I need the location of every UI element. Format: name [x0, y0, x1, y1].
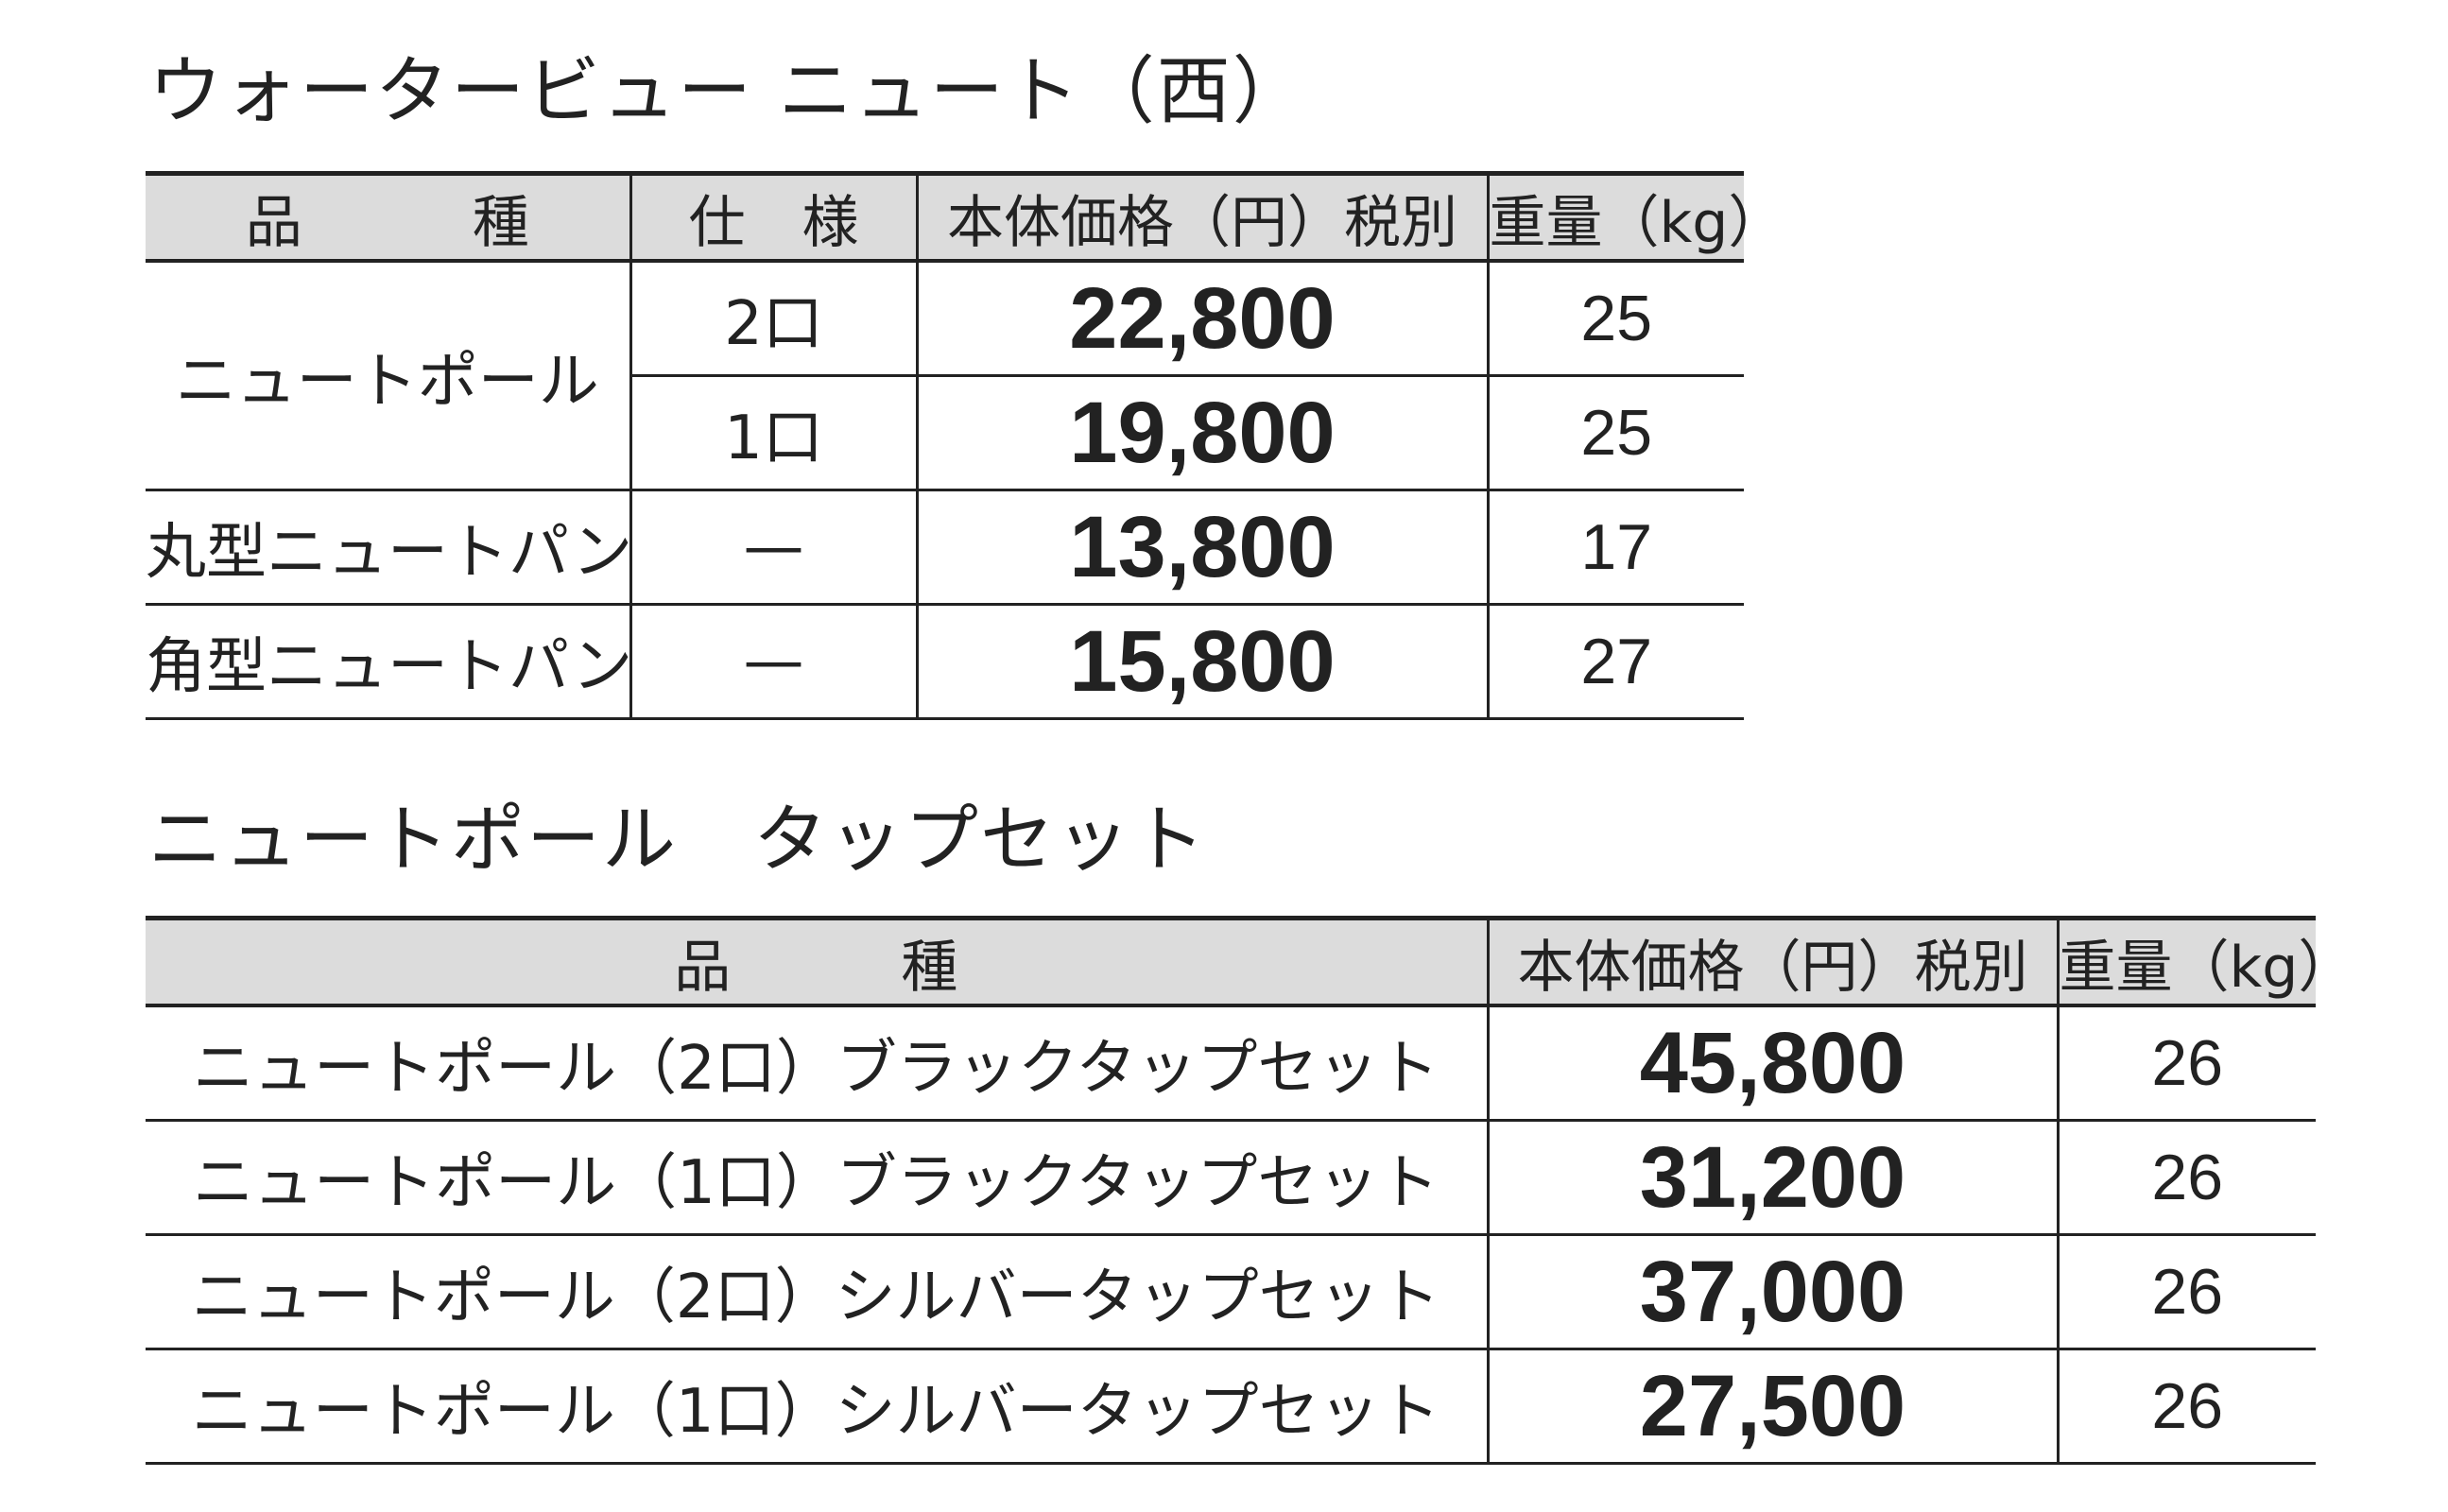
spec-cell: 2口: [629, 261, 917, 377]
price-table: 品 種仕 様本体価格（円）税別 重量（kg） ニュートポール 2口 22,800 25 1口…: [146, 171, 1784, 720]
product-cell: ニュートポール（1口）ブラックタップセット: [146, 1120, 1488, 1236]
weight-cell: 26: [2056, 1349, 2316, 1465]
price-cell: 37,000: [1486, 1234, 2058, 1350]
header-cell: 本体価格（円）税別: [915, 171, 1488, 263]
data-row: ニュートポール（1口）シルバータップセット 27,500 26: [146, 1349, 2316, 1465]
data-row: 1口 19,800 25: [146, 375, 1744, 491]
data-row: ニュートポール（1口）ブラックタップセット 31,200 26: [146, 1120, 2316, 1236]
product-cell: ニュートポール（2口）シルバータップセット: [146, 1234, 1488, 1350]
price-cell: 31,200: [1486, 1120, 2058, 1236]
product-cell: ニュートポール（2口）ブラックタップセット: [146, 1005, 1488, 1122]
header-cell: 重量（kg）: [1486, 171, 1784, 263]
price-cell: 19,800: [915, 375, 1488, 491]
weight-cell: 25: [1486, 261, 1744, 377]
header-cell: 仕 様: [629, 171, 917, 263]
header-cell: 重量（kg）: [2056, 916, 2354, 1007]
header-row: 品 種本体価格（円）税別 重量（kg）: [146, 916, 2354, 1007]
data-row: 丸型ニュートパン —13,800 17: [146, 490, 1744, 606]
price-cell: 15,800: [915, 604, 1488, 720]
data-row: ニュートポール（2口）ブラックタップセット 45,800 26: [146, 1005, 2316, 1122]
data-row: ニュートポール（2口）シルバータップセット 37,000 26: [146, 1234, 2316, 1350]
header-cell: 品 種: [146, 171, 630, 263]
price-cell: 27,500: [1486, 1349, 2058, 1465]
price-cell: 22,800: [915, 261, 1488, 377]
weight-cell: 26: [2056, 1005, 2316, 1122]
data-row: 角型ニュートパン —15,800 27: [146, 604, 1744, 720]
spec-cell: —: [629, 604, 917, 720]
product-cell: 角型ニュートパン: [146, 604, 632, 720]
spec-cell: —: [629, 490, 917, 606]
weight-cell: 26: [2056, 1234, 2316, 1350]
data-row: ニュートポール 2口 22,800 25: [146, 261, 1744, 491]
product-cell: 丸型ニュートパン: [146, 490, 632, 606]
price-table: 品 種本体価格（円）税別 重量（kg） ニュートポール（2口）ブラックタップセット 4…: [146, 916, 2354, 1465]
spec-cell: 1口: [629, 375, 917, 491]
weight-cell: 26: [2056, 1120, 2316, 1236]
header-cell: 本体価格（円）税別: [1486, 916, 2058, 1007]
price-cell: 13,800: [915, 490, 1488, 606]
section-title: ウォータービュー ニュート（西）: [148, 49, 1308, 134]
section-title: ニュートポール タップセット: [148, 798, 1208, 883]
weight-cell: 25: [1486, 375, 1744, 491]
price-cell: 45,800: [1486, 1005, 2058, 1122]
product-cell: ニュートポール: [146, 261, 630, 491]
header-cell: 品 種: [146, 916, 1488, 1007]
product-cell: ニュートポール（1口）シルバータップセット: [146, 1349, 1488, 1465]
weight-cell: 27: [1486, 604, 1744, 720]
weight-cell: 17: [1486, 490, 1744, 606]
header-row: 品 種仕 様本体価格（円）税別 重量（kg）: [146, 171, 1784, 263]
